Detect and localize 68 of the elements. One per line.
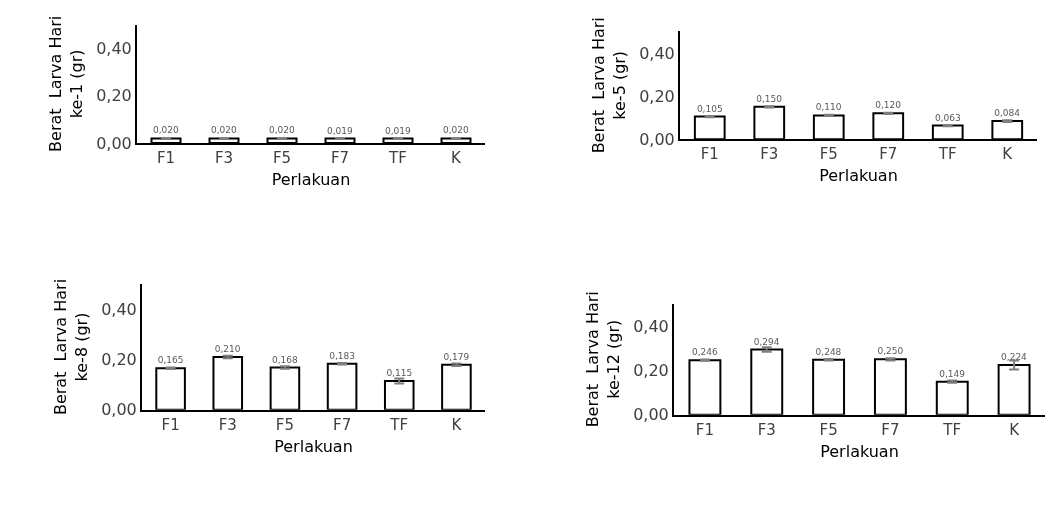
y-tick-label: 0,40 [96,38,132,58]
data-label: 0,105 [696,103,723,114]
x-tick-label: F5 [272,149,292,168]
x-tick-label: F1 [156,149,176,168]
data-label: 0,224 [1001,352,1028,363]
data-label: 0,084 [994,108,1021,119]
x-tick-label: F5 [819,145,838,164]
data-label: 0,020 [268,125,296,136]
y-axis-title: Berat Larva Hari ke-5 (gr) [588,17,629,154]
x-tick-label: F5 [819,420,838,439]
data-label: 0,246 [691,347,718,358]
y-tick-label: 0,20 [639,86,675,106]
y-tick-label: 0,00 [96,133,132,153]
y-tick-label: 0,00 [101,400,137,420]
x-tick-label: K [451,149,463,168]
y-tick-label: 0,20 [633,360,669,380]
x-tick-label: F7 [881,420,900,439]
x-axis-title: Perlakuan [271,170,351,190]
y-axis-title: Berat Larva Hari ke-1 (gr) [45,15,86,152]
x-axis-title: Perlakuan [274,436,353,456]
x-tick-label: F1 [700,145,719,164]
y-tick-label: 0,40 [639,43,675,63]
data-label: 0,248 [815,346,842,357]
x-tick-label: F1 [161,415,180,434]
data-label: 0,020 [152,125,180,136]
data-label: 0,120 [875,100,902,111]
data-label: 0,063 [934,112,961,123]
data-label: 0,250 [877,346,904,357]
data-label: 0,110 [815,102,842,113]
x-tick-label: F1 [695,420,715,439]
x-tick-label: F7 [330,149,350,168]
y-tick-label: 0,00 [639,129,675,149]
x-tick-label: F5 [275,415,295,434]
y-tick-label: 0,20 [96,86,132,106]
data-label: 0,019 [384,125,412,136]
y-axis-title: Berat Larva Hari ke-8 (gr) [50,278,91,416]
y-tick-label: 0,40 [101,299,137,319]
y-tick-label: 0,20 [101,350,137,370]
x-tick-label: K [1009,420,1021,439]
x-tick-label: K [1002,145,1014,164]
x-tick-label: K [451,415,463,434]
data-label: 0,210 [214,344,241,355]
x-axis-title: Perlakuan [819,166,898,186]
y-axis-title: Berat Larva Hari ke-12 (gr) [582,291,623,428]
x-tick-label: TF [388,149,407,168]
x-tick-label: F3 [218,415,237,434]
data-label: 0,115 [386,367,413,378]
data-label: 0,183 [329,350,355,361]
data-label: 0,020 [210,125,238,136]
y-tick-label: 0,40 [633,316,669,336]
data-label: 0,150 [756,93,783,104]
y-tick-label: 0,00 [633,405,669,425]
x-tick-label: TF [937,145,957,164]
x-tick-label: F3 [757,420,776,439]
x-tick-label: TF [942,420,962,439]
data-label: 0,294 [753,336,780,347]
x-tick-label: F7 [879,145,898,164]
data-label: 0,149 [939,368,966,379]
data-label: 0,019 [326,125,354,136]
x-tick-label: F3 [214,149,234,168]
data-label: 0,168 [271,354,298,365]
data-label: 0,020 [442,125,470,136]
x-tick-label: F3 [760,145,779,164]
x-tick-label: F7 [332,415,352,434]
data-label: 0,179 [443,351,470,362]
x-tick-label: TF [389,415,409,434]
x-axis-title: Perlakuan [820,441,899,461]
data-label: 0,165 [157,355,184,366]
